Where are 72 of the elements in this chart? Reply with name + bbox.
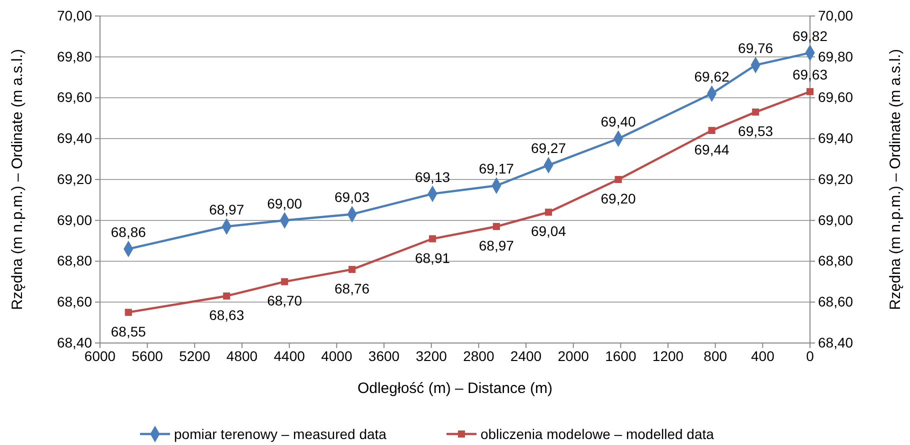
y2-tick-label: 69,40 — [818, 130, 854, 146]
x-tick-label: 2400 — [510, 348, 542, 364]
y-tick-label: 69,00 — [56, 212, 92, 228]
y2-tick-label: 68,60 — [818, 294, 854, 310]
x-tick-label: 5600 — [132, 348, 164, 364]
point — [708, 126, 716, 134]
data-label: 69,13 — [414, 168, 450, 185]
point — [544, 208, 552, 216]
y2-tick-label: 68,80 — [818, 252, 854, 269]
data-label: 68,86 — [110, 224, 146, 240]
y2-tick-label: 69,20 — [818, 170, 854, 187]
y2-tick-label: 69,60 — [818, 89, 854, 106]
y-axis-title: Rzędna (m n.p.m.) – Ordinate (m a.s.l.) — [9, 49, 26, 310]
data-label: 69,40 — [600, 114, 636, 130]
x-tick-label: 1200 — [652, 348, 684, 364]
data-label: 69,27 — [530, 140, 566, 156]
data-label: 69,03 — [334, 189, 370, 206]
point — [348, 266, 356, 273]
y-tick-label: 70,00 — [56, 7, 92, 24]
y2-tick-label: 69,00 — [818, 212, 854, 228]
data-label: 68,70 — [267, 292, 302, 309]
data-label: 69,76 — [738, 40, 774, 56]
y-tick-label: 69,20 — [56, 170, 92, 187]
data-label: 68,63 — [209, 306, 244, 323]
x-tick-label: 3600 — [368, 348, 400, 364]
x-tick-label: 800 — [704, 348, 728, 364]
y2-tick-label: 70,00 — [818, 7, 854, 24]
data-label: 69,63 — [792, 66, 828, 83]
data-label: 69,17 — [478, 160, 514, 177]
y-tick-label: 68,80 — [56, 252, 92, 269]
data-label: 68,97 — [478, 238, 514, 254]
data-label: 68,91 — [414, 250, 450, 266]
y-tick-label: 69,60 — [56, 89, 92, 106]
x-tick-label: 4000 — [321, 348, 352, 364]
legend-label: obliczenia modelowe – modelled data — [480, 426, 714, 442]
data-label: 69,44 — [694, 141, 730, 158]
x-tick-label: 400 — [750, 348, 775, 364]
point — [124, 308, 132, 316]
data-label: 69,00 — [267, 195, 302, 212]
y2-axis-title: Rzędna (m n.p.m.) – Ordinate (m a.s.l.) — [887, 49, 904, 310]
data-label: 68,55 — [110, 323, 146, 340]
legend-label: pomiar terenowy – measured data — [174, 426, 387, 442]
x-tick-label: 5200 — [179, 348, 210, 364]
y-tick-label: 68,60 — [56, 294, 92, 310]
point — [428, 235, 436, 242]
y-tick-label: 69,40 — [56, 130, 92, 146]
data-label: 69,62 — [694, 68, 730, 85]
data-label: 69,53 — [738, 123, 774, 140]
x-tick-label: 4800 — [226, 348, 258, 364]
y2-tick-label: 69,80 — [818, 48, 854, 64]
x-tick-label: 0 — [806, 348, 814, 364]
point — [223, 292, 230, 300]
x-tick-label: 2800 — [463, 348, 494, 364]
x-tick-label: 3200 — [416, 348, 448, 364]
data-label: 68,97 — [209, 202, 244, 218]
point — [752, 108, 760, 116]
x-axis-title: Odległość (m) – Distance (m) — [357, 380, 553, 397]
x-tick-label: 4400 — [274, 348, 306, 364]
y2-tick-label: 68,40 — [818, 334, 854, 350]
data-label: 69,82 — [792, 28, 828, 44]
y-tick-label: 69,80 — [56, 48, 92, 64]
y-tick-label: 68,40 — [56, 334, 92, 350]
data-label: 69,04 — [530, 223, 566, 240]
point — [281, 278, 288, 286]
x-tick-label: 6000 — [84, 348, 116, 364]
data-label: 69,20 — [600, 190, 636, 206]
point — [614, 176, 622, 184]
point — [492, 222, 500, 230]
point — [806, 88, 814, 96]
x-tick-label: 2000 — [558, 348, 590, 364]
data-label: 68,76 — [334, 280, 370, 296]
x-tick-label: 1600 — [605, 348, 636, 364]
